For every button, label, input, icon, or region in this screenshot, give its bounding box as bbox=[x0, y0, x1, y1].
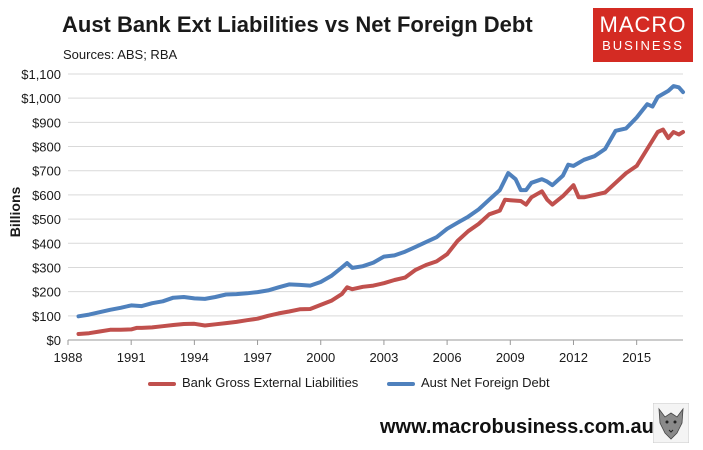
logo-line-1: MACRO bbox=[599, 12, 687, 37]
series-line-bank-liabilities bbox=[76, 127, 685, 336]
y-tick-label: $400 bbox=[32, 236, 61, 251]
x-tick-label: 1991 bbox=[117, 350, 146, 365]
y-tick-label: $1,100 bbox=[21, 67, 61, 82]
x-tick-label: 2006 bbox=[433, 350, 462, 365]
x-tick-label: 2009 bbox=[496, 350, 525, 365]
wolf-logo-icon bbox=[653, 403, 689, 443]
series-lines bbox=[76, 84, 685, 336]
legend-item-bank-liabilities: Bank Gross External Liabilities bbox=[148, 375, 358, 390]
y-axis-label: Billions bbox=[7, 187, 23, 238]
y-tick-label: $0 bbox=[47, 333, 61, 348]
y-tick-label: $600 bbox=[32, 188, 61, 203]
chart-title: Aust Bank Ext Liabilities vs Net Foreign… bbox=[62, 12, 533, 37]
y-tick-label: $1,000 bbox=[21, 91, 61, 106]
x-tick-label: 1988 bbox=[54, 350, 83, 365]
legend-item-net-foreign-debt: Aust Net Foreign Debt bbox=[387, 375, 550, 390]
y-tick-label: $500 bbox=[32, 212, 61, 227]
x-tick-label: 2000 bbox=[306, 350, 335, 365]
x-tick-label: 2015 bbox=[622, 350, 651, 365]
series-line-net-foreign-debt bbox=[76, 84, 685, 319]
x-tick-label: 2012 bbox=[559, 350, 588, 365]
axes: $0 $100 $200 $300 $400 $500 $600 $700 $800 $900 $1… bbox=[21, 67, 651, 365]
legend-label-bank: Bank Gross External Liabilities bbox=[182, 375, 359, 390]
y-tick-label: $900 bbox=[32, 115, 61, 130]
y-tick-label: $800 bbox=[32, 140, 61, 155]
y-tick-label: $300 bbox=[32, 260, 61, 275]
y-tick-label: $100 bbox=[32, 309, 61, 324]
x-tick-label: 2003 bbox=[369, 350, 398, 365]
logo-line-2: BUSINESS bbox=[602, 38, 684, 53]
website-url: www.macrobusiness.com.au bbox=[380, 416, 654, 438]
chart-sources: Sources: ABS; RBA bbox=[63, 47, 178, 62]
x-tick-label: 1994 bbox=[180, 350, 209, 365]
y-tick-label: $200 bbox=[32, 285, 61, 300]
legend-swatch-debt bbox=[387, 381, 415, 386]
x-tick-label: 1997 bbox=[243, 350, 272, 365]
legend-label-debt: Aust Net Foreign Debt bbox=[421, 375, 550, 390]
gridlines bbox=[68, 73, 683, 341]
macrobusiness-logo: MACRO BUSINESS bbox=[593, 8, 693, 62]
y-tick-label: $700 bbox=[32, 164, 61, 179]
legend-swatch-bank bbox=[148, 381, 176, 386]
